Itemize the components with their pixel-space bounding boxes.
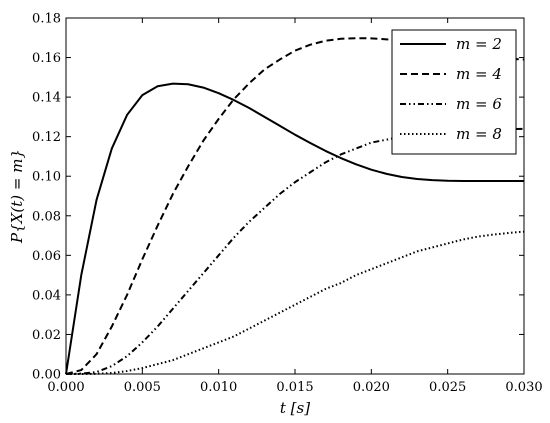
- x-tick-label: 0.020: [353, 380, 390, 395]
- legend-label-4: m = 8: [456, 125, 502, 143]
- y-tick-label: 0.06: [32, 249, 61, 264]
- legend-label-2: m = 4: [456, 65, 502, 83]
- y-tick-label: 0.10: [32, 170, 61, 185]
- x-tick-label: 0.025: [429, 380, 466, 395]
- y-tick-label: 0.02: [32, 328, 61, 343]
- x-tick-label: 0.015: [276, 380, 313, 395]
- y-tick-label: 0.18: [32, 12, 61, 27]
- legend-label-3: m = 6: [456, 95, 502, 113]
- x-tick-label: 0.005: [124, 380, 161, 395]
- x-tick-label: 0.010: [200, 380, 237, 395]
- x-tick-label: 0.000: [47, 380, 84, 395]
- legend-label-1: m = 2: [456, 35, 502, 53]
- series-line-3: [65, 127, 525, 375]
- x-tick-label: 0.030: [505, 380, 542, 395]
- legend-box: [391, 29, 517, 155]
- y-axis-label: P{X(t) = m}: [8, 149, 26, 244]
- legend: m = 2 m = 4 m = 6 m = 8: [391, 29, 517, 155]
- y-tick-label: 0.00: [32, 368, 61, 383]
- x-axis-label: t [s]: [280, 399, 310, 417]
- series-line-1: [65, 82, 524, 375]
- series-line-4: [66, 230, 525, 375]
- y-tick-label: 0.14: [32, 91, 61, 106]
- y-tick-label: 0.16: [32, 51, 61, 66]
- y-tick-label: 0.08: [32, 209, 61, 224]
- y-tick-label: 0.12: [32, 130, 61, 145]
- x-axis: 0.000 0.005 0.010 0.015 0.020 0.025 0.030: [47, 18, 543, 395]
- y-tick-label: 0.04: [32, 288, 61, 303]
- y-axis: 0.00 0.02 0.04 0.06 0.08 0.10 0.12 0.14 0.16 0.18: [32, 12, 524, 383]
